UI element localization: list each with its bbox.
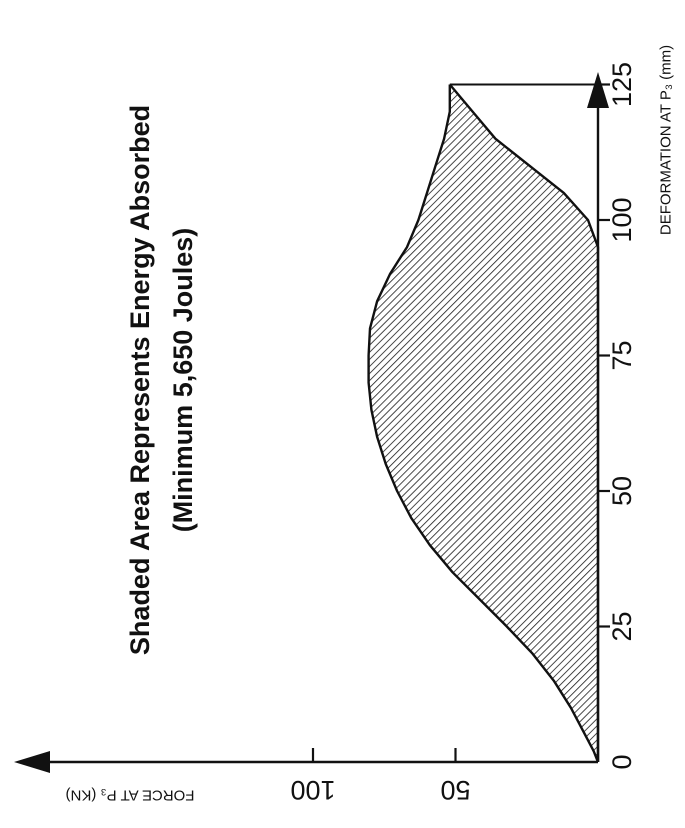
x-tick-label-125: 125 — [607, 62, 637, 107]
y-axis-arrow — [14, 751, 50, 773]
y-tick-label-50: 50 — [440, 775, 470, 805]
y-axis-title: FORCE AT P₃ (KN) — [66, 787, 195, 804]
x-tick-label-50: 50 — [607, 476, 637, 506]
x-axis-arrow — [587, 72, 609, 108]
plot-area: 0 25 50 75 100 125 50 100 DEFORMATION AT P₃ (mm)… — [14, 45, 675, 805]
x-tick-label-100: 100 — [607, 197, 637, 242]
x-axis-title: DEFORMATION AT P₃ (mm) — [658, 45, 675, 235]
x-tick-label-25: 25 — [607, 611, 637, 641]
x-tick-label-0: 0 — [607, 754, 637, 769]
x-tick-label-75: 75 — [607, 340, 637, 370]
annotation-line-1: Shaded Area Represents Energy Absorbed — [125, 105, 155, 655]
shaded-energy-area — [368, 84, 598, 762]
y-tick-label-100: 100 — [290, 775, 335, 805]
annotation-line-2: (Minimum 5,650 Joules) — [168, 228, 198, 533]
series-line-upper-force-curve — [367, 84, 600, 763]
